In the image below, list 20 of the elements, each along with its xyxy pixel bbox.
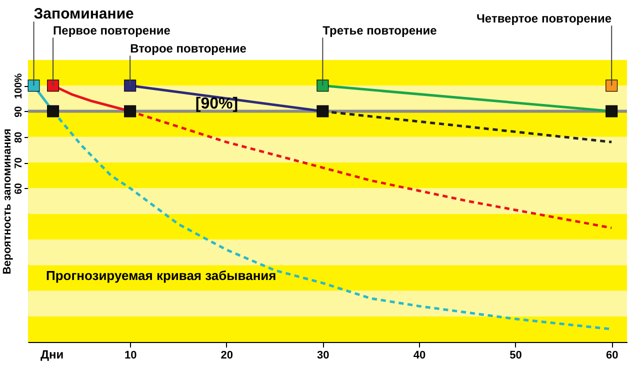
y-axis-title: Вероятность запоминания [2,128,14,274]
annotation: Третье повторение [322,24,438,38]
annotation: Первое повторение [53,24,171,38]
annotation: Прогнозируемая кривая забывания [46,268,276,283]
annotation: Запоминание [34,6,134,23]
x-tick-label: 60 [606,350,618,362]
x-axis-title: Дни [40,348,64,362]
y-tick-label: 80 [14,131,24,143]
annotation: Второе повторение [130,42,247,56]
x-tick-label: 40 [413,350,426,362]
x-tick-label: 20 [220,350,234,362]
y-tick-label: 100% [14,73,24,99]
x-tick-label: 50 [510,350,522,362]
y-tick-label: 90 [14,106,24,118]
x-tick-label: 30 [317,350,330,362]
y-tick-label: 70 [14,157,24,169]
annotation: [90%] [195,95,238,112]
annotation: Четвертое повторение [476,12,612,26]
y-tick-label: 60 [14,182,24,194]
x-tick-label: 10 [124,350,137,362]
